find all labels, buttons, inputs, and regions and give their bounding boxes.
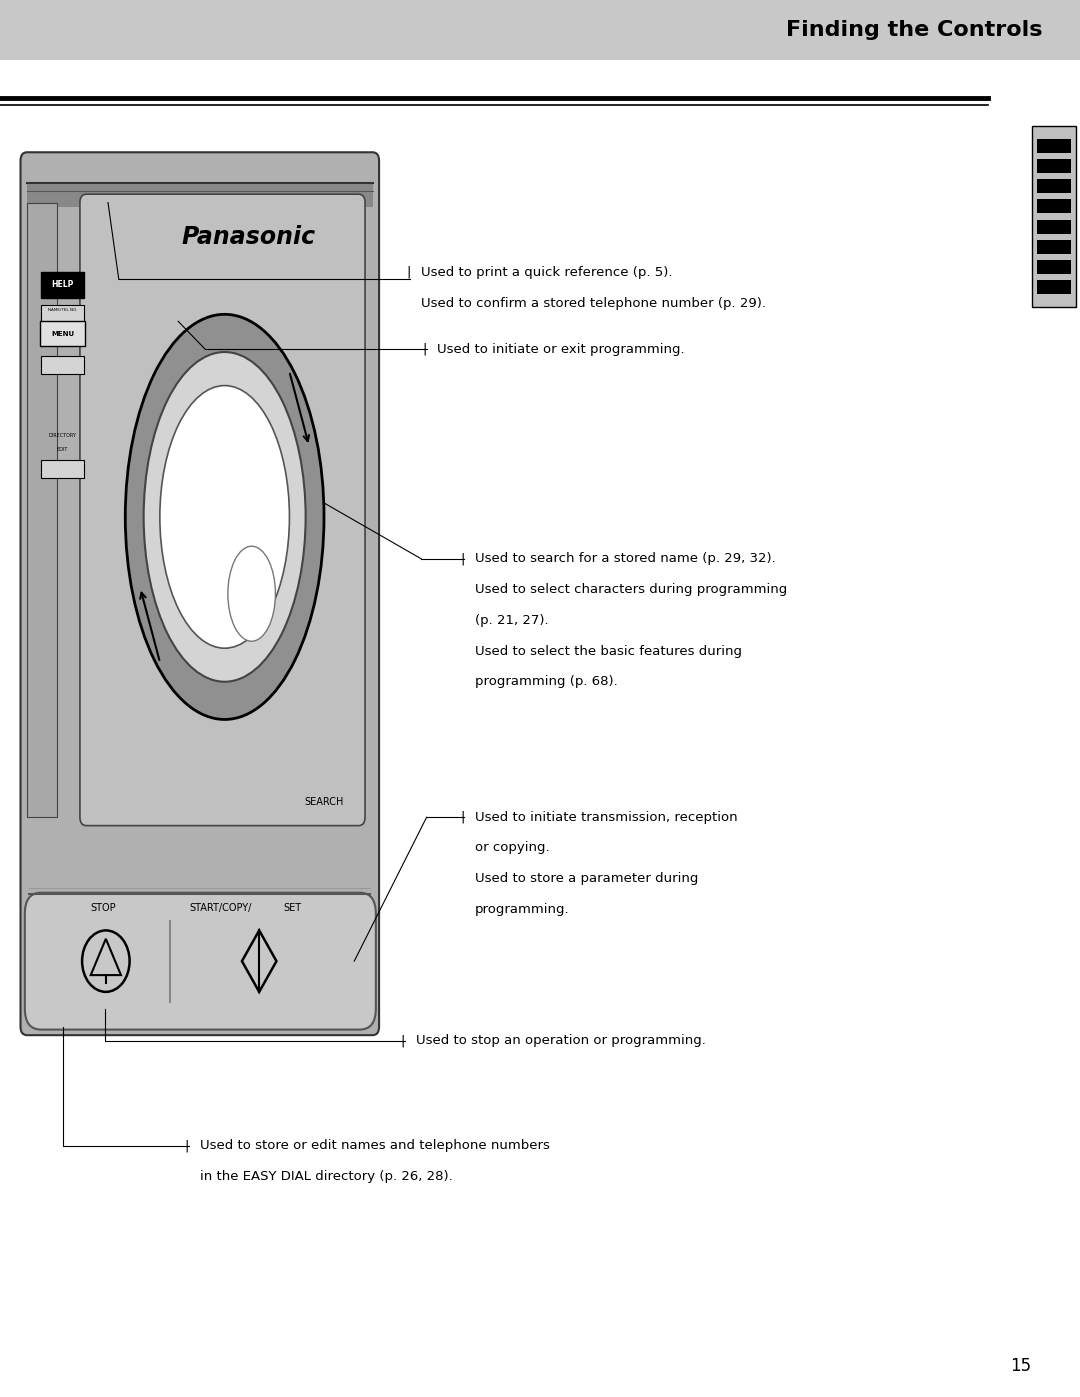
Text: Finding the Controls: Finding the Controls [786,20,1042,41]
Bar [1037,200,1071,214]
Bar [1032,126,1076,307]
Text: Panasonic: Panasonic [181,225,315,250]
Text: Used to search for a stored name (p. 29, 32).: Used to search for a stored name (p. 29,… [475,552,775,566]
Ellipse shape [144,352,306,682]
Text: NAME/TEL NO.: NAME/TEL NO. [48,309,78,312]
Bar [1037,219,1071,233]
Bar [1037,159,1071,173]
FancyBboxPatch shape [25,893,376,1030]
Ellipse shape [125,314,324,719]
FancyBboxPatch shape [21,152,379,1035]
FancyBboxPatch shape [80,194,365,826]
Text: EDIT: EDIT [57,447,68,453]
Text: SEARCH: SEARCH [305,796,343,807]
Text: |: | [422,342,427,356]
Text: |: | [185,1139,189,1153]
Ellipse shape [228,546,275,641]
Text: programming.: programming. [475,902,570,916]
Bar [27,182,373,207]
Bar [278,898,308,918]
Bar [1037,240,1071,254]
Text: DIRECTORY: DIRECTORY [49,433,77,439]
Bar [41,460,84,478]
Bar [27,203,57,817]
Text: or copying.: or copying. [475,841,550,855]
Text: Used to stop an operation or programming.: Used to stop an operation or programming… [416,1034,705,1048]
Text: |: | [460,552,464,566]
Text: (p. 21, 27).: (p. 21, 27). [475,613,549,627]
Text: 15: 15 [1010,1358,1031,1375]
Text: START/COPY/: START/COPY/ [189,902,252,914]
Text: STOP: STOP [91,902,117,914]
Text: |: | [406,265,410,279]
Text: Used to store a parameter during: Used to store a parameter during [475,872,699,886]
Text: programming (p. 68).: programming (p. 68). [475,675,618,689]
Bar [0,0,1080,60]
Ellipse shape [160,386,289,648]
FancyBboxPatch shape [40,321,85,346]
Bar [1037,281,1071,295]
Bar [1037,179,1071,193]
Bar [41,305,84,326]
Text: Used to store or edit names and telephone numbers: Used to store or edit names and telephon… [200,1139,550,1153]
Text: |: | [401,1034,405,1048]
Text: HELP: HELP [52,281,73,289]
Text: SET: SET [284,902,301,914]
Text: in the EASY DIAL directory (p. 26, 28).: in the EASY DIAL directory (p. 26, 28). [200,1169,453,1183]
Text: Used to select characters during programming: Used to select characters during program… [475,583,787,597]
Bar [1037,138,1071,152]
Bar [41,272,84,298]
Text: MENU: MENU [51,331,75,337]
Bar [1037,260,1071,274]
Bar [41,356,84,374]
Text: Used to initiate or exit programming.: Used to initiate or exit programming. [437,342,685,356]
Text: |: | [460,810,464,824]
Text: Used to print a quick reference (p. 5).: Used to print a quick reference (p. 5). [421,265,673,279]
Text: Used to initiate transmission, reception: Used to initiate transmission, reception [475,810,738,824]
Text: Used to select the basic features during: Used to select the basic features during [475,644,742,658]
Text: Used to confirm a stored telephone number (p. 29).: Used to confirm a stored telephone numbe… [421,296,766,310]
